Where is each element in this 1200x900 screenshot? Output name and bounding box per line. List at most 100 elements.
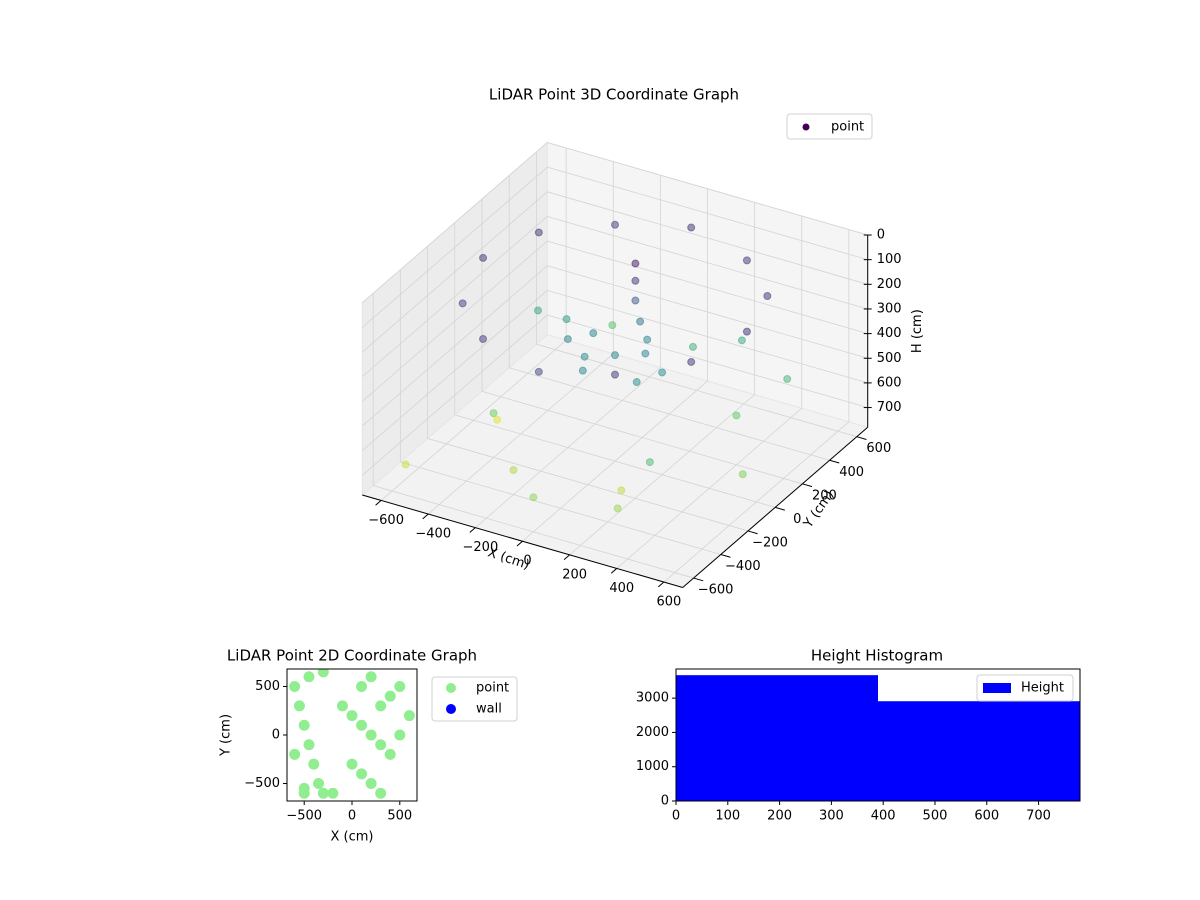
point xyxy=(658,368,667,377)
point xyxy=(293,700,305,712)
y-tick xyxy=(775,506,785,511)
y-tick-label: −600 xyxy=(698,583,734,598)
y-tick xyxy=(693,577,704,582)
grid-line xyxy=(400,461,721,555)
point xyxy=(308,758,320,770)
z-tick-label: 400 xyxy=(877,326,902,341)
point xyxy=(687,357,696,366)
x-tick xyxy=(657,581,665,588)
grid-line xyxy=(547,314,868,408)
legend-label: wall xyxy=(476,702,502,717)
point xyxy=(356,768,368,780)
point xyxy=(394,680,406,692)
y-tick-label: 0 xyxy=(661,794,669,809)
legend-label: point xyxy=(476,681,509,696)
x-tick xyxy=(610,568,618,574)
point xyxy=(317,787,329,799)
x-tick-label: 0 xyxy=(672,809,680,824)
x-tick-label: −500 xyxy=(286,809,322,824)
point xyxy=(365,671,377,683)
point xyxy=(375,787,387,799)
point xyxy=(737,336,746,345)
x-tick xyxy=(469,527,476,533)
point xyxy=(375,700,387,712)
point xyxy=(563,335,572,344)
x-tick-label: −200 xyxy=(463,540,499,555)
grid-line xyxy=(362,240,548,402)
y-tick-label: 500 xyxy=(255,679,280,694)
grid-line xyxy=(427,438,749,532)
point xyxy=(327,787,339,799)
x-tick-label: 400 xyxy=(871,809,896,824)
point xyxy=(534,228,543,237)
legend-box xyxy=(976,674,1074,702)
point-layer xyxy=(401,220,792,513)
y-tick-label: −200 xyxy=(752,535,788,550)
legend-marker xyxy=(446,683,456,693)
x-tick-label: 200 xyxy=(562,567,587,582)
legend-box xyxy=(786,113,873,140)
grid-line xyxy=(547,240,868,334)
point xyxy=(534,306,543,315)
point xyxy=(534,367,543,376)
grid-line xyxy=(547,142,868,236)
point-layer xyxy=(289,669,415,799)
point xyxy=(763,291,772,300)
y-tick xyxy=(720,554,731,558)
x-tick-label: 300 xyxy=(819,809,844,824)
z-tick-label: 100 xyxy=(877,252,902,267)
bar xyxy=(676,675,878,801)
bar xyxy=(878,701,1080,801)
point xyxy=(384,690,396,702)
grid-line xyxy=(362,166,548,328)
point xyxy=(401,460,410,469)
chart-title: Height Histogram xyxy=(811,647,943,665)
z-tick-label: 500 xyxy=(877,351,902,366)
grid-line xyxy=(547,191,868,285)
z-tick-label: 300 xyxy=(877,301,902,316)
grid-line xyxy=(481,390,803,485)
y-tick-label: 3000 xyxy=(636,691,669,706)
y-tick-label: 1000 xyxy=(636,759,669,774)
x-tick xyxy=(563,554,570,561)
grid-line xyxy=(362,265,548,427)
x-tick-label: 500 xyxy=(387,809,412,824)
x-tick-label: 600 xyxy=(656,595,681,610)
y-tick-label: 0 xyxy=(793,512,801,527)
x-tick-label: 0 xyxy=(523,554,531,569)
y-axis-label: Y (cm) xyxy=(219,714,234,757)
point xyxy=(611,351,619,360)
y-tick-label: −400 xyxy=(725,559,761,574)
point xyxy=(610,370,619,379)
point xyxy=(346,758,358,770)
point xyxy=(394,729,406,741)
x-tick-label: 400 xyxy=(609,581,634,596)
point xyxy=(493,415,502,424)
point xyxy=(688,342,697,351)
z-tick-label: 600 xyxy=(877,375,902,390)
x-tick xyxy=(516,540,523,547)
grid-line xyxy=(362,290,548,451)
point xyxy=(631,259,640,268)
x-tick-label: −400 xyxy=(415,527,451,542)
x-axis-label: X (cm) xyxy=(331,830,374,845)
z-tick-label: 700 xyxy=(877,400,902,415)
y-tick xyxy=(802,483,813,488)
y-tick-label: 2000 xyxy=(636,725,669,740)
point xyxy=(738,470,747,479)
grid-line xyxy=(454,414,776,508)
point xyxy=(303,671,315,683)
grid-line xyxy=(362,314,548,476)
point xyxy=(562,315,571,324)
point xyxy=(509,465,518,474)
y-tick-label: 200 xyxy=(812,488,837,503)
point xyxy=(611,220,620,229)
point xyxy=(732,411,741,420)
plot-frame xyxy=(675,668,1081,802)
point xyxy=(365,729,377,741)
point xyxy=(365,778,377,790)
point xyxy=(589,329,598,338)
plot-frame xyxy=(286,668,418,802)
point xyxy=(636,317,645,326)
